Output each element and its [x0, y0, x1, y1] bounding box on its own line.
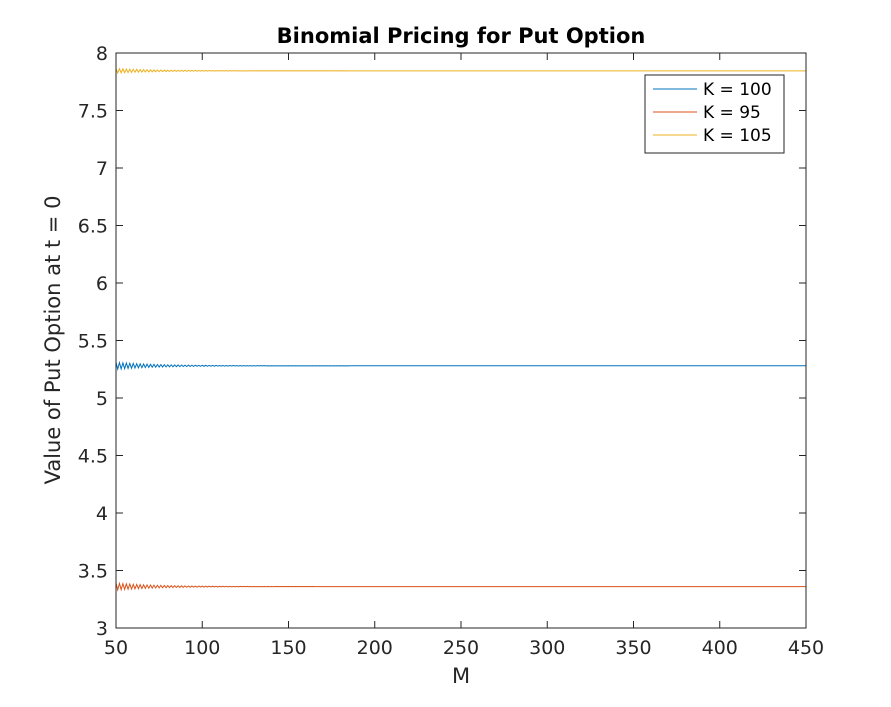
x-tick-label: 50 — [104, 637, 128, 659]
legend-entries: K = 100 K = 95 K = 105 — [653, 80, 772, 146]
x-tick-label: 350 — [615, 637, 651, 659]
x-tick-label: 400 — [702, 637, 738, 659]
x-tick-label: 250 — [443, 637, 479, 659]
x-tick-label: 450 — [788, 637, 824, 659]
y-tick-label: 5 — [96, 388, 108, 410]
y-tick-label: 6 — [96, 273, 108, 295]
x-tick-label: 300 — [529, 637, 565, 659]
y-ticks: 3 3.5 4 4.5 5 5.5 6 6.5 7 7.5 8 — [78, 43, 806, 640]
y-tick-label: 5.5 — [78, 331, 108, 353]
legend-box — [644, 74, 785, 154]
legend-label-2: K = 95 — [703, 103, 761, 123]
y-tick-label: 6.5 — [78, 216, 108, 238]
series-line-1 — [115, 360, 806, 372]
chart-title: Binomial Pricing for Put Option — [277, 24, 646, 48]
y-tick-label: 7.5 — [78, 101, 108, 123]
y-tick-label: 3.5 — [78, 561, 108, 583]
legend: K = 100 K = 95 K = 105 — [644, 74, 785, 154]
x-axis-label: M — [452, 664, 470, 688]
series-line-3 — [115, 67, 807, 75]
y-tick-label: 4 — [96, 503, 108, 525]
series-line-2 — [115, 581, 806, 592]
x-tick-label: 150 — [270, 637, 306, 659]
x-tick-label: 100 — [184, 637, 220, 659]
series-layer — [115, 67, 807, 592]
x-ticks: 50 100 150 200 250 300 350 400 450 — [104, 53, 824, 659]
y-tick-label: 3 — [96, 618, 108, 640]
legend-label-1: K = 100 — [703, 80, 772, 100]
x-tick-label: 200 — [357, 637, 393, 659]
y-tick-label: 8 — [96, 43, 108, 65]
y-tick-label: 7 — [96, 158, 108, 180]
y-tick-label: 4.5 — [78, 446, 108, 468]
legend-label-3: K = 105 — [703, 126, 772, 146]
y-axis-label: Value of Put Option at t = 0 — [41, 196, 65, 485]
